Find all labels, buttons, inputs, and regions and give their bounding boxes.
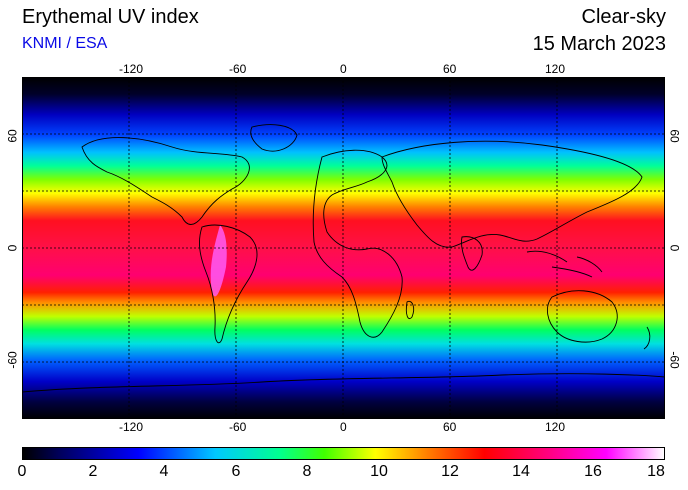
andes-high-uv xyxy=(210,225,227,297)
map-date: 15 March 2023 xyxy=(532,33,666,55)
colorbar-label: 2 xyxy=(88,463,98,480)
lat-tick-left: 0 xyxy=(5,244,20,252)
colorbar-label: 4 xyxy=(159,463,169,480)
colorbar-label: 0 xyxy=(17,463,27,480)
lon-tick-bottom: -120 xyxy=(119,420,144,434)
lon-tick-top: 0 xyxy=(340,62,347,76)
colorbar-label: 10 xyxy=(370,463,388,480)
lon-tick-bottom: 120 xyxy=(545,420,566,434)
colorbar-label: 14 xyxy=(512,463,530,480)
sky-condition: Clear-sky xyxy=(581,6,666,28)
lat-tick-right: 0 xyxy=(667,244,682,252)
lat-tick-right: -60 xyxy=(667,351,682,369)
lon-tick-top: 120 xyxy=(545,62,566,76)
lon-tick-top: -120 xyxy=(119,62,144,76)
colorbar-label: 12 xyxy=(441,463,459,480)
lat-tick-left: -60 xyxy=(5,351,20,369)
lat-tick-right: 60 xyxy=(667,129,682,143)
map-title: Erythemal UV index xyxy=(22,6,199,28)
lon-tick-top: -60 xyxy=(229,62,247,76)
colorbar-label: 6 xyxy=(231,463,241,480)
credit-label: KNMI / ESA xyxy=(22,35,108,52)
map-frame xyxy=(22,77,665,419)
graticule xyxy=(22,77,665,419)
colorbar-label: 18 xyxy=(647,463,665,480)
lon-tick-bottom: 60 xyxy=(443,420,457,434)
coastlines xyxy=(22,124,665,393)
colorbar-label: 8 xyxy=(302,463,312,480)
lon-tick-bottom: 0 xyxy=(340,420,347,434)
lon-tick-top: 60 xyxy=(443,62,457,76)
colorbar-label: 16 xyxy=(584,463,602,480)
lon-tick-bottom: -60 xyxy=(229,420,247,434)
uv-colorbar xyxy=(22,447,665,460)
lat-tick-left: 60 xyxy=(5,129,20,143)
uv-index-map xyxy=(22,77,665,419)
